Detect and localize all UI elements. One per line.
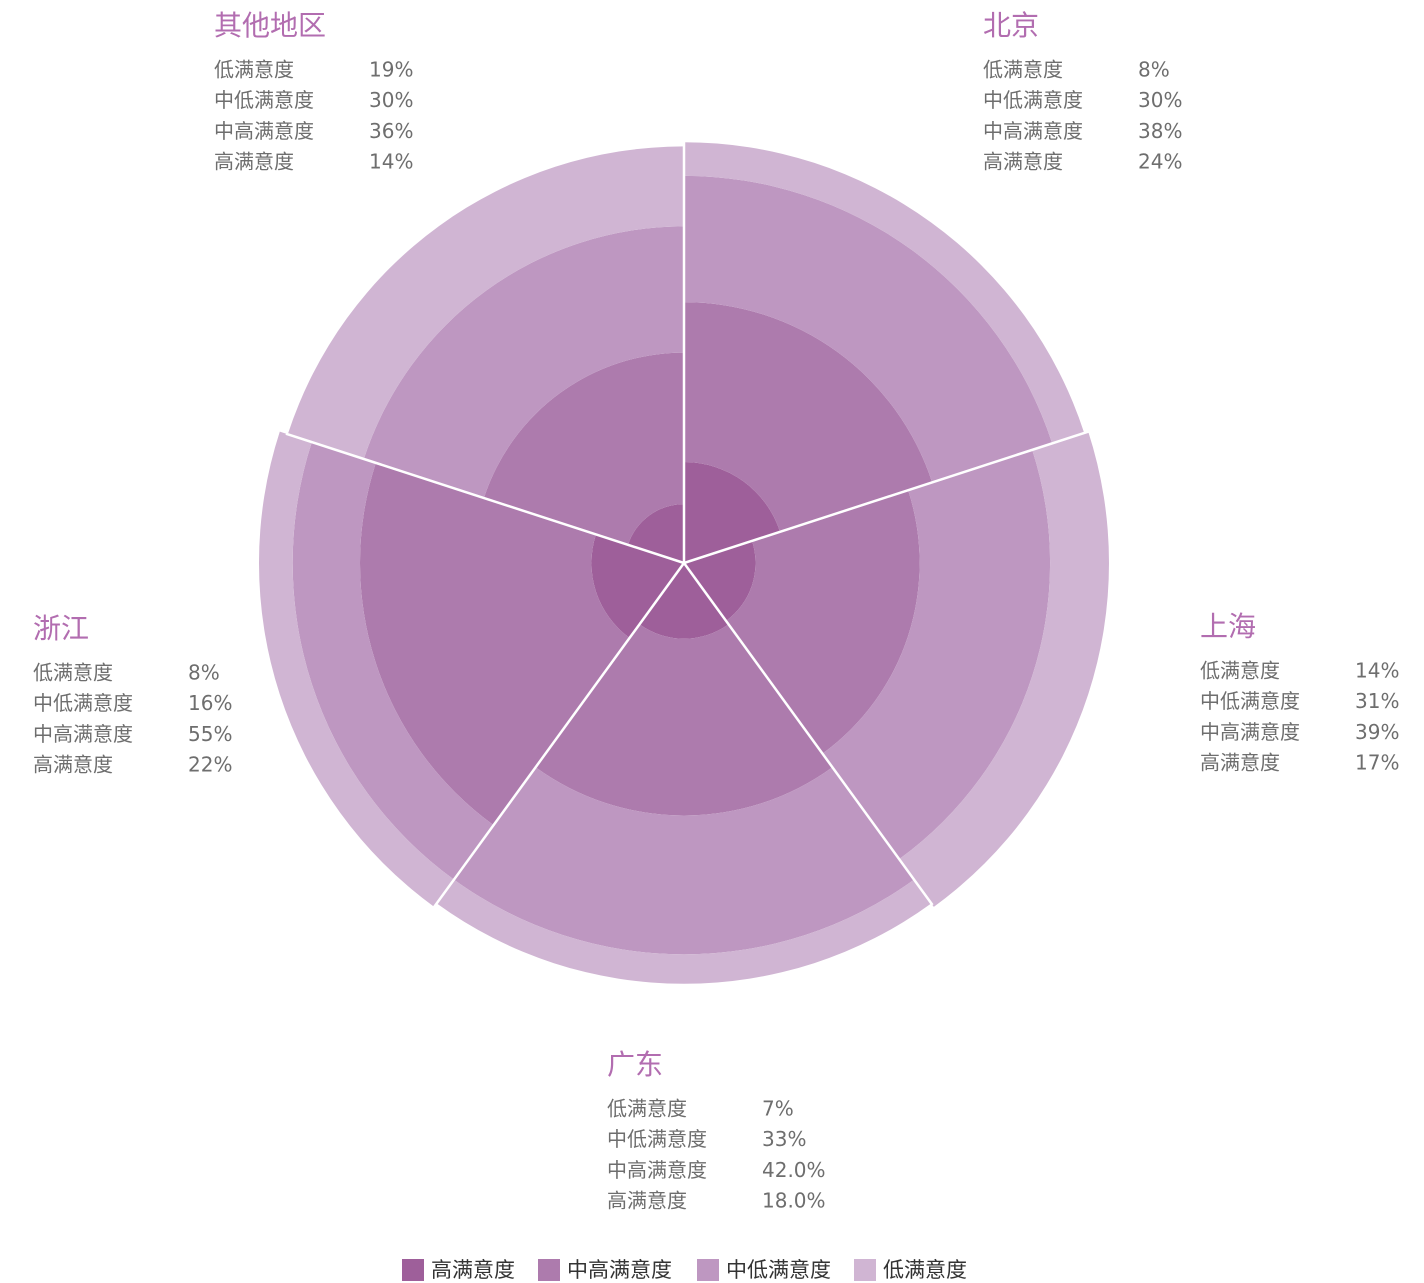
- sector: [684, 175, 1053, 483]
- row-value: 17%: [1355, 751, 1399, 775]
- row-value: 19%: [369, 58, 413, 82]
- row-name: 高满意度: [983, 150, 1063, 174]
- legend-label: 低满意度: [883, 1258, 967, 1282]
- row-name: 中高满意度: [607, 1158, 707, 1182]
- row-name: 中高满意度: [1200, 720, 1300, 744]
- row-value: 39%: [1355, 720, 1399, 744]
- row-name: 中低满意度: [214, 88, 314, 112]
- region-title: 北京: [983, 9, 1039, 42]
- sector: [684, 540, 756, 621]
- sector: [822, 449, 1051, 860]
- sector: [684, 462, 781, 563]
- sector: [483, 352, 684, 545]
- sector: [535, 624, 833, 816]
- row-value: 36%: [369, 119, 413, 143]
- row-name: 低满意度: [983, 58, 1063, 82]
- row-value: 22%: [188, 753, 232, 777]
- row-name: 高满意度: [214, 150, 294, 174]
- region-title: 其他地区: [214, 9, 326, 42]
- row-value: 30%: [369, 88, 413, 112]
- sector: [258, 431, 454, 907]
- sector: [287, 146, 684, 459]
- row-name: 中低满意度: [983, 88, 1083, 112]
- row-name: 中高满意度: [33, 722, 133, 746]
- region-title: 浙江: [33, 612, 89, 645]
- separator: [285, 432, 685, 565]
- row-name: 中低满意度: [607, 1127, 707, 1151]
- row-value: 30%: [1138, 88, 1182, 112]
- region-title: 上海: [1200, 610, 1256, 643]
- row-name: 低满意度: [33, 661, 113, 685]
- row-value: 14%: [1355, 659, 1399, 683]
- legend-swatch: [697, 1259, 719, 1281]
- separator: [682, 562, 934, 906]
- row-value: 16%: [188, 691, 232, 715]
- row-name: 中高满意度: [214, 119, 314, 143]
- legend-swatch: [854, 1259, 876, 1281]
- row-value: 55%: [188, 722, 232, 746]
- row-value: 14%: [369, 150, 413, 174]
- legend-label: 中低满意度: [726, 1258, 831, 1282]
- sector: [359, 462, 630, 826]
- sector: [436, 879, 932, 984]
- row-name: 低满意度: [214, 58, 294, 82]
- sector: [639, 563, 729, 639]
- sector: [726, 490, 920, 754]
- row-name: 高满意度: [607, 1189, 687, 1213]
- legend-label: 高满意度: [431, 1258, 515, 1282]
- row-value: 31%: [1355, 689, 1399, 713]
- sector: [684, 302, 933, 532]
- sector: [899, 431, 1109, 907]
- sector: [591, 534, 684, 638]
- row-value: 8%: [1138, 58, 1170, 82]
- legend-swatch: [402, 1259, 424, 1281]
- row-name: 高满意度: [33, 753, 113, 777]
- row-name: 中低满意度: [33, 691, 133, 715]
- row-value: 42.0%: [762, 1158, 826, 1182]
- legend-swatch: [538, 1259, 560, 1281]
- sector: [363, 226, 684, 498]
- row-name: 中高满意度: [983, 119, 1083, 143]
- sector: [453, 767, 915, 955]
- row-name: 低满意度: [607, 1097, 687, 1121]
- row-value: 24%: [1138, 150, 1182, 174]
- row-value: 38%: [1138, 119, 1182, 143]
- separator: [432, 562, 686, 910]
- row-name: 中低满意度: [1200, 689, 1300, 713]
- row-value: 8%: [188, 661, 220, 685]
- region-title: 广东: [607, 1048, 663, 1081]
- row-name: 高满意度: [1200, 751, 1280, 775]
- row-value: 7%: [762, 1097, 794, 1121]
- separator: [683, 429, 1091, 565]
- sector: [684, 142, 1085, 444]
- row-name: 低满意度: [1200, 659, 1280, 683]
- legend-label: 中高满意度: [567, 1258, 672, 1282]
- sector: [292, 442, 494, 880]
- row-value: 18.0%: [762, 1189, 826, 1213]
- row-value: 33%: [762, 1127, 806, 1151]
